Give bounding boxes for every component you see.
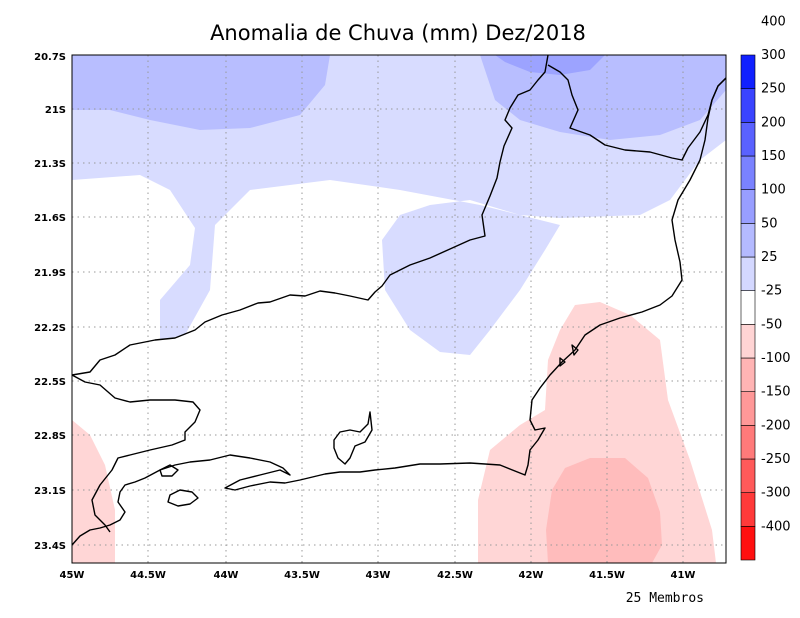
colorbar-swatch [740,324,756,359]
ilha-grande [167,489,199,507]
anomaly-shading [72,55,726,563]
colorbar-label: -300 [761,486,791,501]
state-border-mg [71,54,549,376]
colorbar-swatch [740,189,756,224]
lat-tick-label: 22.8S [34,431,66,442]
coastline [71,77,727,546]
colorbar-label: -25 [761,284,782,299]
lon-tick-label: 42.5W [437,570,473,581]
lon-tick-label: 45W [60,570,85,581]
lat-tick-label: 20.7S [34,52,66,63]
colorbar-label: -50 [761,317,782,332]
colorbar: -400 -300 -250 -200 -150 -100 -50 -25 25 50 100 150… [740,14,791,561]
positive-anomaly-area [72,55,330,130]
colorbar-swatch [740,54,756,89]
lat-axis: 20.7S 21S 21.3S 21.6S 21.9S 22.2S 22.5S … [34,52,66,552]
colorbar-label: 25 [761,250,778,265]
map-title: Anomalia de Chuva (mm) Dez/2018 [210,21,586,45]
colorbar-label: 400 [761,14,786,29]
colorbar-label: 200 [761,115,786,130]
colorbar-swatch [740,492,756,527]
plot-frame [71,54,727,564]
lon-tick-label: 43.5W [284,570,320,581]
colorbar-swatch [740,155,756,190]
lat-tick-label: 21.9S [34,268,66,279]
colorbar-label: 250 [761,82,786,97]
lon-tick-label: 44.5W [130,570,166,581]
members-note: 25 Membros [626,591,704,606]
colorbar-label: 300 [761,48,786,63]
island [159,464,179,477]
negative-anomaly-area [546,458,662,563]
colorbar-label: 150 [761,149,786,164]
colorbar-label: -200 [761,418,791,433]
colorbar-swatch [740,290,756,325]
boundaries [71,54,727,546]
colorbar-swatch [740,256,756,291]
lat-tick-label: 22.2S [34,323,66,334]
lon-tick-label: 41.5W [589,570,625,581]
colorbar-swatch [740,391,756,426]
lat-tick-label: 21.3S [34,159,66,170]
colorbar-label: -150 [761,385,791,400]
lon-tick-label: 43W [366,570,391,581]
colorbar-label: -400 [761,519,791,534]
colorbar-swatch [740,88,756,123]
colorbar-swatch [740,122,756,157]
guanabara-bay [333,411,373,465]
lat-tick-label: 23.4S [34,541,66,552]
colorbar-label: -100 [761,351,791,366]
colorbar-swatch [740,425,756,460]
colorbar-swatch [740,526,756,561]
lat-tick-label: 21.6S [34,213,66,224]
positive-anomaly-area [495,55,605,75]
lon-axis: 45W 44.5W 44W 43.5W 43W 42.5W 42W 41.5W … [60,570,696,581]
colorbar-swatch [740,357,756,392]
lakes [559,344,579,367]
lon-tick-label: 42W [519,570,544,581]
grid [72,55,726,563]
colorbar-swatch [740,458,756,493]
lon-tick-label: 41W [671,570,696,581]
negative-anomaly-area [478,302,716,563]
lat-tick-label: 22.5S [34,377,66,388]
colorbar-label: 50 [761,216,778,231]
colorbar-label: -250 [761,452,791,467]
lat-tick-label: 21S [45,105,66,116]
colorbar-label: 100 [761,183,786,198]
lat-tick-label: 23.1S [34,486,66,497]
colorbar-swatch [740,223,756,258]
lon-tick-label: 44W [214,570,239,581]
state-border-sp [71,374,201,533]
